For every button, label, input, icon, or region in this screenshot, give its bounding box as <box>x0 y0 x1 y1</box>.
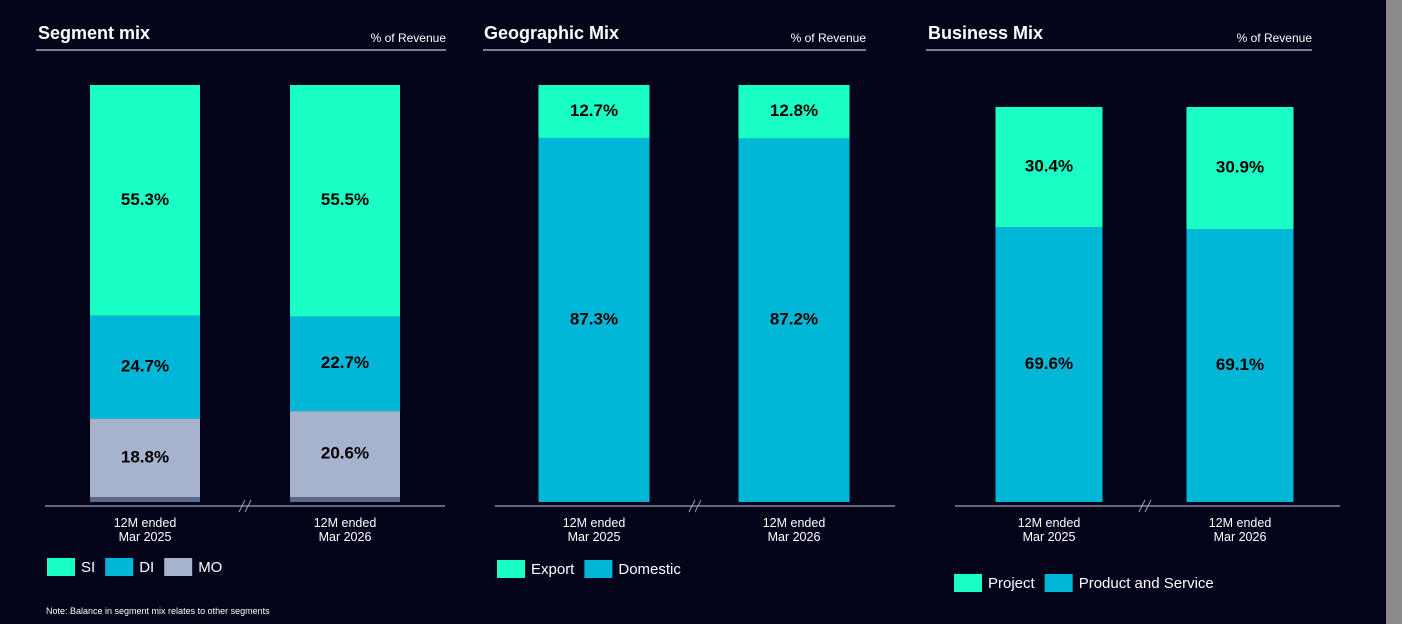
chart-subtitle: % of Revenue <box>1237 31 1313 45</box>
bar-segment <box>90 85 200 316</box>
legend-label: MO <box>198 559 222 576</box>
value-label: 69.6% <box>1025 354 1073 373</box>
bar-segment <box>290 316 400 412</box>
legend-label: SI <box>81 559 95 576</box>
legend-swatch <box>584 560 613 578</box>
value-label: 12.8% <box>770 101 818 120</box>
bar-segment <box>538 85 650 138</box>
legend-label: Domestic <box>618 561 681 578</box>
value-label: 87.2% <box>770 310 818 329</box>
legend-swatch <box>47 558 75 576</box>
x-tick-label: 12M ended Mar 2026 <box>313 516 377 544</box>
value-label: 18.8% <box>121 447 169 466</box>
value-label: 87.3% <box>570 309 618 328</box>
axis-break <box>694 499 702 513</box>
bar-segment <box>1186 107 1294 230</box>
legend-swatch <box>497 560 525 578</box>
x-tick-label: 12M ended Mar 2025 <box>562 516 626 544</box>
legend-label: Project <box>988 575 1036 592</box>
value-label: 12.7% <box>570 101 618 120</box>
bar-segment <box>738 138 850 502</box>
axis-break <box>1138 499 1146 513</box>
bar-segment <box>290 411 400 497</box>
value-label: 55.5% <box>321 190 369 209</box>
chart-subtitle: % of Revenue <box>791 31 867 45</box>
x-tick-label: 12M ended Mar 2025 <box>113 516 177 544</box>
x-tick-label: 12M ended Mar 2026 <box>762 516 826 544</box>
axis-break <box>688 499 696 513</box>
chart-title: Segment mix <box>38 23 150 43</box>
value-label: 30.4% <box>1025 157 1073 176</box>
axis-break <box>238 499 246 513</box>
chart-title: Geographic Mix <box>484 23 619 43</box>
bar-segment <box>290 85 400 317</box>
bar-segment <box>90 418 200 497</box>
value-label: 69.1% <box>1216 355 1264 374</box>
footnote: Note: Balance in segment mix relates to … <box>46 606 270 616</box>
axis-break <box>244 499 252 513</box>
scroll-edge <box>1386 0 1402 624</box>
legend-swatch <box>1044 574 1073 592</box>
value-label: 55.3% <box>121 190 169 209</box>
legend-label: Product and Service <box>1079 575 1214 592</box>
bar-segment <box>1186 229 1294 502</box>
x-tick-label: 12M ended Mar 2025 <box>1017 516 1081 544</box>
legend-swatch <box>105 558 134 576</box>
chart-title: Business Mix <box>928 23 1043 43</box>
bar-segment <box>995 227 1103 502</box>
legend-swatch <box>164 558 193 576</box>
bar-segment <box>738 85 850 139</box>
bar-segment <box>538 137 650 503</box>
chart-subtitle: % of Revenue <box>371 31 447 45</box>
bar-segment <box>90 315 200 419</box>
legend-swatch <box>954 574 982 592</box>
x-tick-label: 12M ended Mar 2026 <box>1208 516 1272 544</box>
bar-segment <box>995 107 1103 228</box>
legend-label: Export <box>531 561 575 578</box>
value-label: 30.9% <box>1216 158 1264 177</box>
value-label: 20.6% <box>321 444 369 463</box>
value-label: 24.7% <box>121 357 169 376</box>
value-label: 22.7% <box>321 353 369 372</box>
bar-segment <box>90 496 200 502</box>
legend-label: DI <box>139 559 154 576</box>
bar-segment <box>290 496 400 502</box>
axis-break <box>1144 499 1152 513</box>
